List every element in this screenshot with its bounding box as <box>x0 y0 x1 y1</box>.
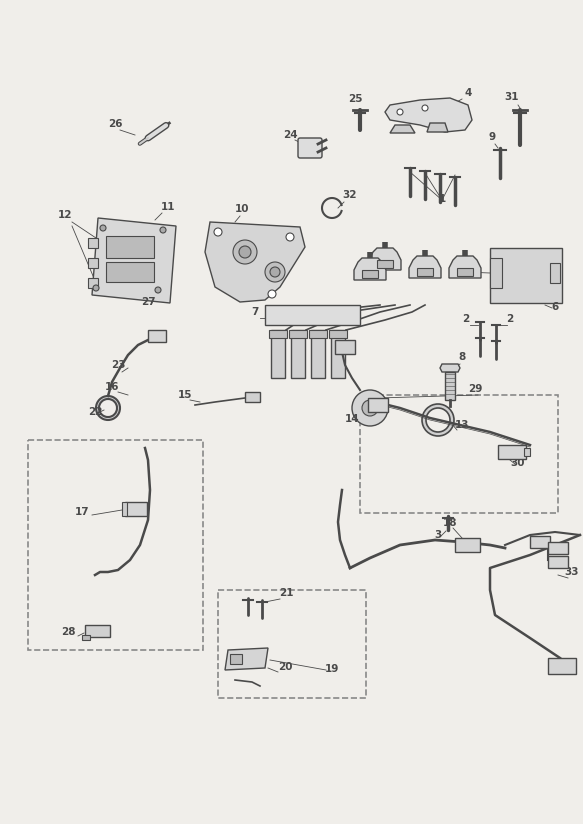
Bar <box>269 330 287 338</box>
Bar <box>490 258 502 288</box>
Circle shape <box>268 290 276 298</box>
Bar <box>329 330 347 338</box>
Text: 26: 26 <box>108 119 122 129</box>
Circle shape <box>352 390 388 426</box>
Text: 6: 6 <box>552 302 559 312</box>
Text: 13: 13 <box>455 420 469 430</box>
Bar <box>291 330 305 378</box>
Text: 21: 21 <box>279 588 293 598</box>
Text: 9: 9 <box>489 132 496 142</box>
Bar <box>271 330 285 378</box>
Bar <box>530 536 550 548</box>
Bar <box>368 398 388 412</box>
Polygon shape <box>354 258 386 280</box>
Bar <box>548 542 568 554</box>
Bar <box>88 278 98 288</box>
Bar <box>548 658 576 674</box>
Text: 8: 8 <box>458 352 466 362</box>
Text: 29: 29 <box>468 384 482 394</box>
Text: 1: 1 <box>438 194 445 204</box>
Bar <box>88 258 98 268</box>
Bar <box>88 238 98 248</box>
Bar <box>445 372 455 400</box>
Circle shape <box>160 227 166 233</box>
Text: 4: 4 <box>464 88 472 98</box>
Circle shape <box>362 400 378 416</box>
Polygon shape <box>225 648 268 670</box>
Bar <box>457 268 473 276</box>
Polygon shape <box>92 218 176 303</box>
Text: 5: 5 <box>521 260 529 270</box>
Bar <box>331 330 345 378</box>
Bar <box>377 260 393 268</box>
FancyBboxPatch shape <box>298 138 322 158</box>
Bar <box>524 448 530 456</box>
Bar <box>85 625 110 637</box>
Bar <box>245 392 260 402</box>
Bar <box>125 502 147 516</box>
Text: 12: 12 <box>58 210 72 220</box>
Text: 17: 17 <box>75 507 89 517</box>
Polygon shape <box>409 256 441 278</box>
Bar <box>498 445 526 459</box>
Text: 22: 22 <box>88 407 102 417</box>
Circle shape <box>239 246 251 258</box>
Text: 32: 32 <box>343 190 357 200</box>
Circle shape <box>265 262 285 282</box>
Bar <box>417 268 433 276</box>
Text: 33: 33 <box>565 567 580 577</box>
Circle shape <box>397 109 403 115</box>
Text: 20: 20 <box>278 662 292 672</box>
Text: 23: 23 <box>111 360 125 370</box>
Text: 24: 24 <box>283 130 297 140</box>
Text: 28: 28 <box>61 627 75 637</box>
Polygon shape <box>385 98 472 132</box>
Bar <box>82 635 90 640</box>
Bar <box>106 262 154 282</box>
Bar <box>289 330 307 338</box>
Circle shape <box>422 105 428 111</box>
Polygon shape <box>440 364 460 372</box>
Text: 10: 10 <box>235 204 250 214</box>
Bar <box>311 330 325 378</box>
Bar <box>122 502 127 516</box>
Text: 2: 2 <box>462 314 470 324</box>
Circle shape <box>155 287 161 293</box>
Text: 25: 25 <box>347 94 362 104</box>
Polygon shape <box>449 256 481 278</box>
Text: 30: 30 <box>511 458 525 468</box>
Text: 19: 19 <box>325 664 339 674</box>
Bar <box>548 556 568 568</box>
Bar <box>106 236 154 258</box>
Polygon shape <box>427 123 448 132</box>
Polygon shape <box>205 222 305 302</box>
Bar <box>362 270 378 278</box>
Text: 3: 3 <box>434 530 442 540</box>
Circle shape <box>214 228 222 236</box>
Circle shape <box>270 267 280 277</box>
Polygon shape <box>369 248 401 270</box>
Text: 18: 18 <box>442 518 457 528</box>
Bar <box>148 330 166 342</box>
Bar <box>230 654 242 664</box>
Bar <box>265 305 360 325</box>
Text: 16: 16 <box>105 382 120 392</box>
Text: 31: 31 <box>505 92 519 102</box>
Circle shape <box>100 225 106 231</box>
Bar <box>490 248 562 303</box>
Bar <box>455 538 480 552</box>
Circle shape <box>233 240 257 264</box>
Polygon shape <box>390 125 415 133</box>
Text: 27: 27 <box>141 297 155 307</box>
Text: 7: 7 <box>251 307 259 317</box>
Circle shape <box>286 233 294 241</box>
Bar <box>309 330 327 338</box>
Circle shape <box>93 285 99 291</box>
Text: 11: 11 <box>161 202 175 212</box>
Text: 2: 2 <box>507 314 514 324</box>
Bar <box>335 340 355 354</box>
Text: 15: 15 <box>178 390 192 400</box>
Text: 14: 14 <box>345 414 359 424</box>
Bar <box>550 263 560 283</box>
